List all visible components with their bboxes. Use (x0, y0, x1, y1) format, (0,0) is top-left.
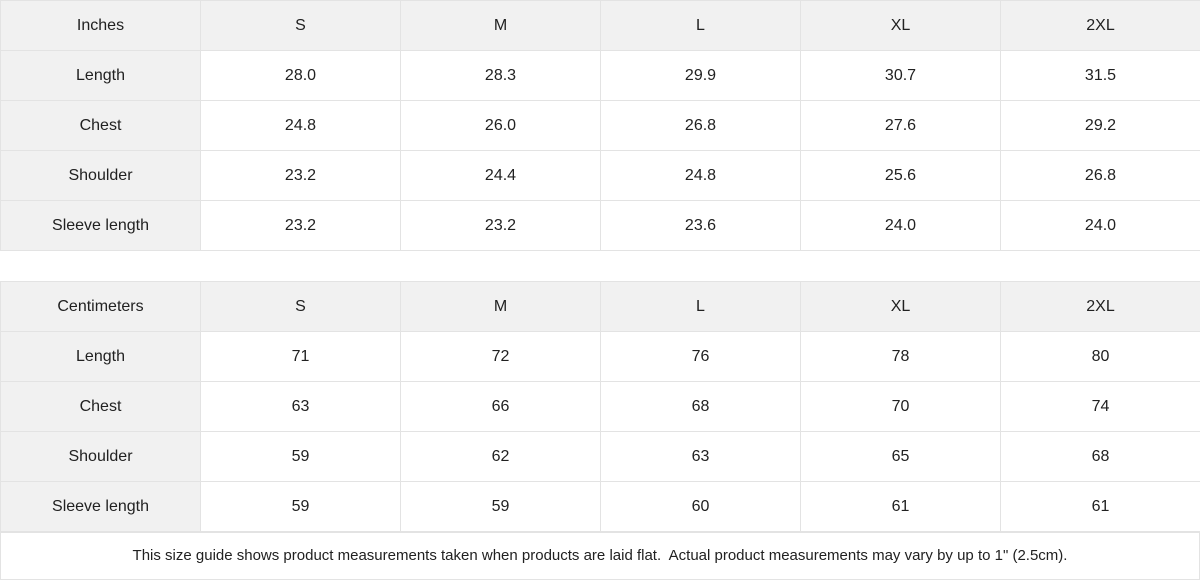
cell-shoulder-xl: 65 (800, 431, 1001, 482)
column-header-s: S (200, 0, 401, 51)
column-header-m: M (400, 0, 601, 51)
column-header-2xl: 2XL (1000, 281, 1200, 332)
cell-chest-2xl: 29.2 (1000, 100, 1200, 151)
unit-label-centimeters: Centimeters (0, 281, 201, 332)
cell-chest-s: 63 (200, 381, 401, 432)
cell-length-m: 28.3 (400, 50, 601, 101)
column-header-xl: XL (800, 0, 1001, 51)
table-row: Length 28.0 28.3 29.9 30.7 31.5 (0, 50, 1200, 101)
cell-chest-xl: 70 (800, 381, 1001, 432)
cell-sleeve-length-l: 60 (600, 481, 801, 532)
table-header-centimeters: Centimeters S M L XL 2XL (0, 281, 1200, 332)
header-row: Inches S M L XL 2XL (0, 0, 1200, 51)
row-label-shoulder: Shoulder (0, 431, 201, 482)
unit-label-inches: Inches (0, 0, 201, 51)
row-label-chest: Chest (0, 100, 201, 151)
size-table-centimeters: Centimeters S M L XL 2XL Length 71 72 76… (0, 281, 1200, 532)
cell-sleeve-length-s: 23.2 (200, 200, 401, 251)
cell-shoulder-2xl: 68 (1000, 431, 1200, 482)
cell-chest-l: 26.8 (600, 100, 801, 151)
table-body-inches: Length 28.0 28.3 29.9 30.7 31.5 Chest 24… (0, 50, 1200, 251)
table-row: Sleeve length 23.2 23.2 23.6 24.0 24.0 (0, 200, 1200, 251)
cell-length-xl: 78 (800, 331, 1001, 382)
table-row: Shoulder 23.2 24.4 24.8 25.6 26.8 (0, 150, 1200, 201)
cell-shoulder-m: 24.4 (400, 150, 601, 201)
column-header-s: S (200, 281, 401, 332)
row-label-length: Length (0, 50, 201, 101)
cell-sleeve-length-l: 23.6 (600, 200, 801, 251)
table-row: Shoulder 59 62 63 65 68 (0, 431, 1200, 482)
table-header-inches: Inches S M L XL 2XL (0, 0, 1200, 51)
row-label-sleeve-length: Sleeve length (0, 200, 201, 251)
size-table-inches: Inches S M L XL 2XL Length 28.0 28.3 29.… (0, 0, 1200, 251)
cell-sleeve-length-2xl: 61 (1000, 481, 1200, 532)
cell-chest-m: 66 (400, 381, 601, 432)
cell-chest-s: 24.8 (200, 100, 401, 151)
cell-length-s: 71 (200, 331, 401, 382)
cell-length-2xl: 80 (1000, 331, 1200, 382)
cell-length-2xl: 31.5 (1000, 50, 1200, 101)
table-row: Sleeve length 59 59 60 61 61 (0, 481, 1200, 532)
cell-length-m: 72 (400, 331, 601, 382)
column-header-l: L (600, 281, 801, 332)
row-label-length: Length (0, 331, 201, 382)
table-row: Length 71 72 76 78 80 (0, 331, 1200, 382)
row-label-chest: Chest (0, 381, 201, 432)
table-row: Chest 24.8 26.0 26.8 27.6 29.2 (0, 100, 1200, 151)
cell-shoulder-s: 23.2 (200, 150, 401, 201)
cell-chest-2xl: 74 (1000, 381, 1200, 432)
size-guide-note: This size guide shows product measuremen… (0, 532, 1200, 580)
header-row: Centimeters S M L XL 2XL (0, 281, 1200, 332)
cell-shoulder-xl: 25.6 (800, 150, 1001, 201)
column-header-l: L (600, 0, 801, 51)
cell-length-xl: 30.7 (800, 50, 1001, 101)
row-label-shoulder: Shoulder (0, 150, 201, 201)
table-spacer (0, 251, 1200, 281)
cell-shoulder-m: 62 (400, 431, 601, 482)
cell-length-s: 28.0 (200, 50, 401, 101)
table-row: Chest 63 66 68 70 74 (0, 381, 1200, 432)
cell-sleeve-length-m: 23.2 (400, 200, 601, 251)
table-body-centimeters: Length 71 72 76 78 80 Chest 63 66 68 70 … (0, 331, 1200, 532)
cell-shoulder-l: 24.8 (600, 150, 801, 201)
column-header-2xl: 2XL (1000, 0, 1200, 51)
cell-chest-l: 68 (600, 381, 801, 432)
cell-length-l: 76 (600, 331, 801, 382)
cell-sleeve-length-m: 59 (400, 481, 601, 532)
cell-sleeve-length-2xl: 24.0 (1000, 200, 1200, 251)
cell-chest-m: 26.0 (400, 100, 601, 151)
column-header-m: M (400, 281, 601, 332)
cell-sleeve-length-xl: 61 (800, 481, 1001, 532)
cell-chest-xl: 27.6 (800, 100, 1001, 151)
cell-shoulder-l: 63 (600, 431, 801, 482)
cell-sleeve-length-xl: 24.0 (800, 200, 1001, 251)
cell-sleeve-length-s: 59 (200, 481, 401, 532)
cell-shoulder-2xl: 26.8 (1000, 150, 1200, 201)
column-header-xl: XL (800, 281, 1001, 332)
row-label-sleeve-length: Sleeve length (0, 481, 201, 532)
cell-length-l: 29.9 (600, 50, 801, 101)
cell-shoulder-s: 59 (200, 431, 401, 482)
